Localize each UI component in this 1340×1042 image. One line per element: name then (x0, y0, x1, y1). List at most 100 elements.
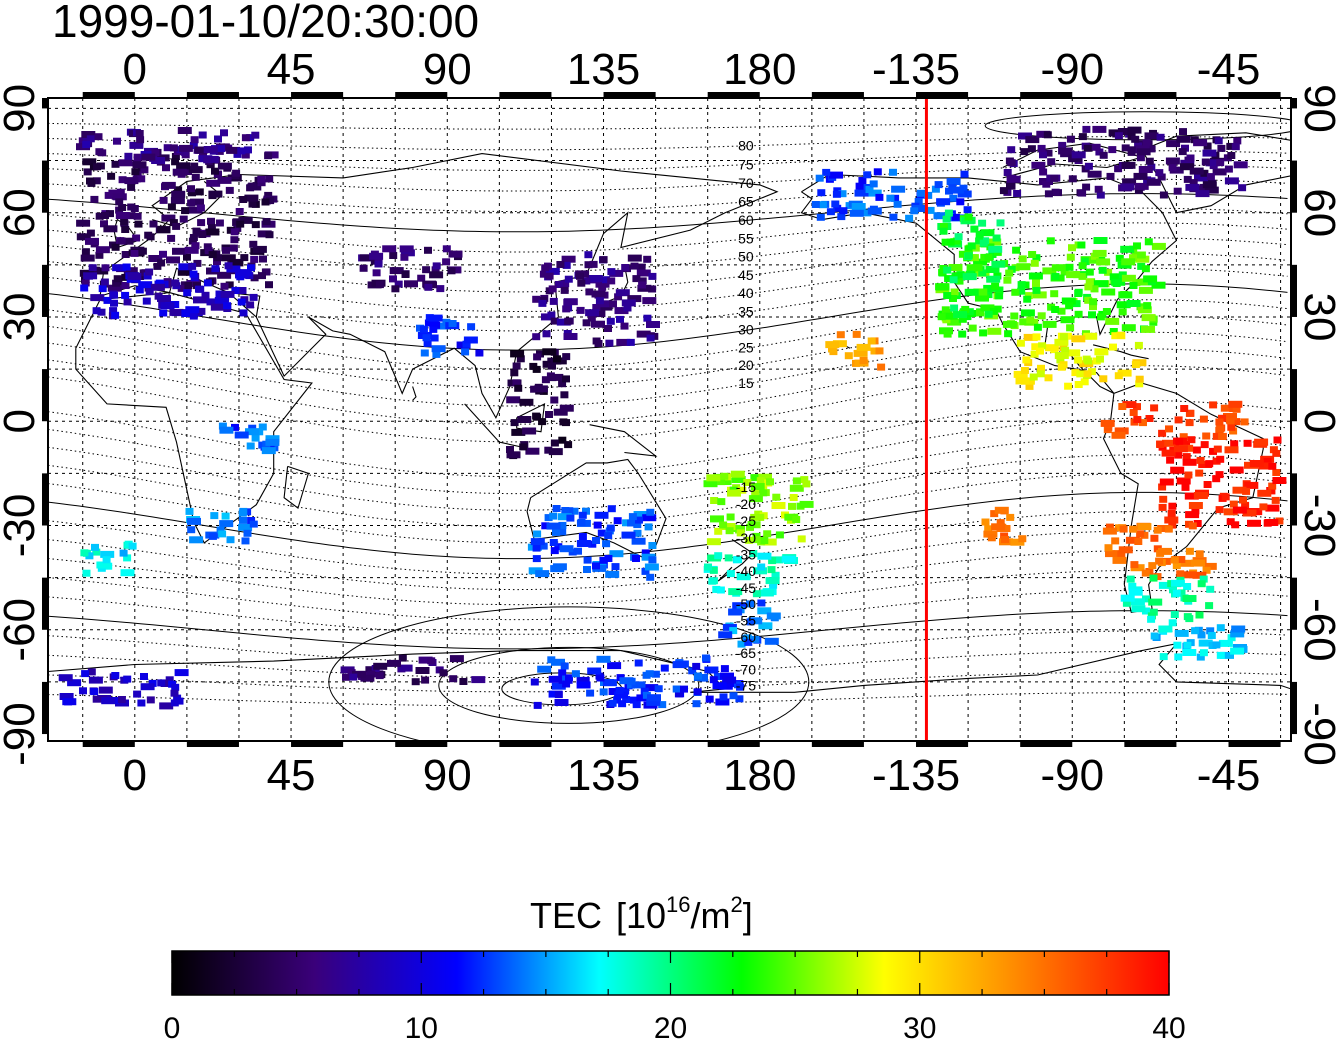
tec-cell (463, 336, 478, 344)
tec-cell (762, 538, 777, 546)
tec-cell (592, 562, 600, 570)
tec-cell (197, 307, 206, 315)
tec-cell (1118, 308, 1127, 316)
tec-cell (245, 428, 259, 436)
tec-cell (1138, 286, 1153, 294)
tec-cell (448, 250, 463, 258)
tec-cell (964, 288, 979, 296)
tec-cell (1011, 288, 1020, 296)
tec-cell (1162, 557, 1171, 565)
tec-cell (1188, 522, 1197, 530)
tec-cell (1117, 128, 1132, 135)
tec-cell (1089, 298, 1098, 306)
tec-cell (648, 285, 657, 293)
tec-cell (1265, 504, 1280, 512)
tec-cell (265, 231, 274, 239)
tec-cell (1180, 163, 1194, 171)
tec-cell (140, 673, 148, 680)
tec-cell (1213, 445, 1222, 453)
tec-cell (867, 337, 876, 345)
tec-cell (564, 275, 573, 283)
tec-cell (394, 280, 403, 288)
tec-cell (387, 659, 401, 667)
tec-cell (609, 550, 624, 558)
tec-cell (1088, 311, 1096, 319)
tec-cell (232, 169, 241, 177)
tec-cell (1151, 242, 1166, 250)
tec-cell (221, 512, 230, 520)
tec-cell (349, 673, 358, 681)
tec-cell (449, 655, 464, 663)
tec-cell (1192, 446, 1201, 454)
tec-cell (1087, 368, 1096, 376)
tec-cell (815, 174, 824, 182)
tec-cell (1005, 269, 1014, 277)
tec-cell (1166, 456, 1175, 464)
frame-tick (42, 681, 48, 735)
tec-cell (359, 254, 374, 262)
coastline (717, 538, 754, 582)
tec-cell (556, 261, 565, 268)
tec-cell (554, 691, 563, 699)
tec-cell (708, 577, 717, 585)
tec-cell (1081, 258, 1090, 266)
tec-cell (593, 521, 602, 529)
tec-cell (942, 215, 951, 223)
tec-cell (541, 522, 550, 530)
tec-cell (704, 563, 712, 571)
tec-cell (195, 188, 204, 196)
tec-cell (1175, 437, 1184, 445)
tec-cell (753, 567, 767, 575)
tec-cell (389, 275, 397, 283)
tec-cell (731, 476, 746, 483)
tec-cell (135, 130, 144, 137)
tec-cell (935, 283, 950, 291)
tec-cell (1150, 404, 1159, 412)
tec-cell (107, 284, 122, 292)
tec-cell (1257, 489, 1272, 497)
tec-cell (261, 198, 270, 206)
lon-tick-label: -90 (1040, 45, 1104, 94)
tec-cell (1133, 242, 1141, 250)
tec-cell (967, 242, 976, 250)
tec-cell (644, 563, 659, 571)
tec-cell (197, 219, 206, 227)
tec-cell (545, 272, 554, 280)
tec-cell (225, 186, 234, 194)
frame-tick (499, 741, 552, 747)
tec-cell (1064, 382, 1073, 390)
tec-cell (752, 521, 761, 529)
tec-cell (265, 175, 274, 183)
tec-cell (1058, 141, 1067, 149)
tec-cell (177, 268, 192, 276)
tec-cell (1096, 258, 1111, 266)
tec-cell (1106, 172, 1115, 180)
tec-cell (1223, 413, 1237, 420)
frame-tick (707, 92, 760, 98)
tec-cell (633, 529, 642, 537)
tec-cell (1196, 653, 1205, 661)
tec-cell (1099, 375, 1108, 383)
tec-cell (609, 269, 624, 277)
tec-cell (875, 347, 884, 355)
tec-cell (627, 677, 636, 685)
tec-cell (964, 213, 973, 221)
frame-tick (916, 92, 969, 98)
tec-cell (1090, 285, 1099, 293)
lat-tick-label: -30 (1295, 494, 1340, 558)
tec-cell (966, 264, 981, 272)
tec-cell (1109, 328, 1118, 335)
tec-cell (198, 231, 207, 238)
tec-cell (92, 307, 101, 315)
tec-cell (732, 602, 747, 610)
tec-cell (246, 442, 255, 450)
tec-cell (1267, 487, 1276, 495)
tec-cell (800, 476, 809, 484)
tec-cell (1061, 297, 1076, 305)
tec-cell (1130, 598, 1145, 606)
tec-cell (648, 272, 657, 280)
tec-cell (583, 566, 591, 573)
tec-cell (766, 612, 781, 620)
tec-cell (542, 330, 551, 338)
tec-cell (225, 281, 234, 289)
